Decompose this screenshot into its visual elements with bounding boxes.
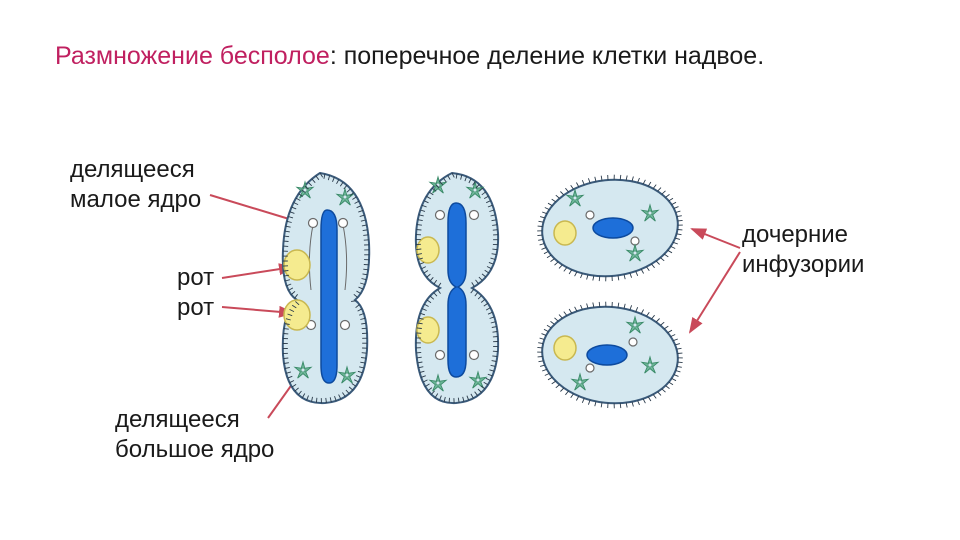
micronucleus xyxy=(470,211,479,220)
food-vacuole xyxy=(284,300,310,330)
micronucleus xyxy=(341,321,350,330)
label-text: рот xyxy=(177,294,214,321)
macronucleus xyxy=(321,210,337,383)
label-text: дочерние инфузории xyxy=(742,221,864,278)
label-text: рот xyxy=(177,264,214,291)
label-daughter: дочерние инфузории xyxy=(742,220,864,280)
micronucleus xyxy=(436,351,445,360)
food-vacuole xyxy=(417,317,439,343)
macronucleus xyxy=(587,345,627,365)
micronucleus xyxy=(309,219,318,228)
food-vacuole xyxy=(554,336,576,360)
cell-3a xyxy=(537,173,682,283)
label-big-nucleus: делящееся большое ядро xyxy=(115,405,274,465)
micronucleus xyxy=(436,211,445,220)
micronucleus xyxy=(586,211,594,219)
micronucleus xyxy=(586,364,594,372)
cell-2 xyxy=(416,173,498,403)
title-accent: Размножение бесполое xyxy=(55,42,330,70)
food-vacuole xyxy=(554,221,576,245)
macronucleus xyxy=(593,218,633,238)
title-rest: : поперечное деление клетки надвое. xyxy=(330,42,764,70)
cell-3b xyxy=(537,300,682,410)
title-block: Размножение бесполое: поперечное деление… xyxy=(55,40,764,74)
label-mouth-2: рот xyxy=(177,293,214,323)
label-small-nucleus: делящееся малое ядро xyxy=(70,155,201,215)
label-text: делящееся малое ядро xyxy=(70,156,201,213)
label-mouth-1: рот xyxy=(177,263,214,293)
micronucleus xyxy=(470,351,479,360)
micronucleus xyxy=(629,338,637,346)
cell-1 xyxy=(283,173,369,403)
label-text: делящееся большое ядро xyxy=(115,406,274,463)
micronucleus xyxy=(339,219,348,228)
diagram xyxy=(255,155,755,435)
